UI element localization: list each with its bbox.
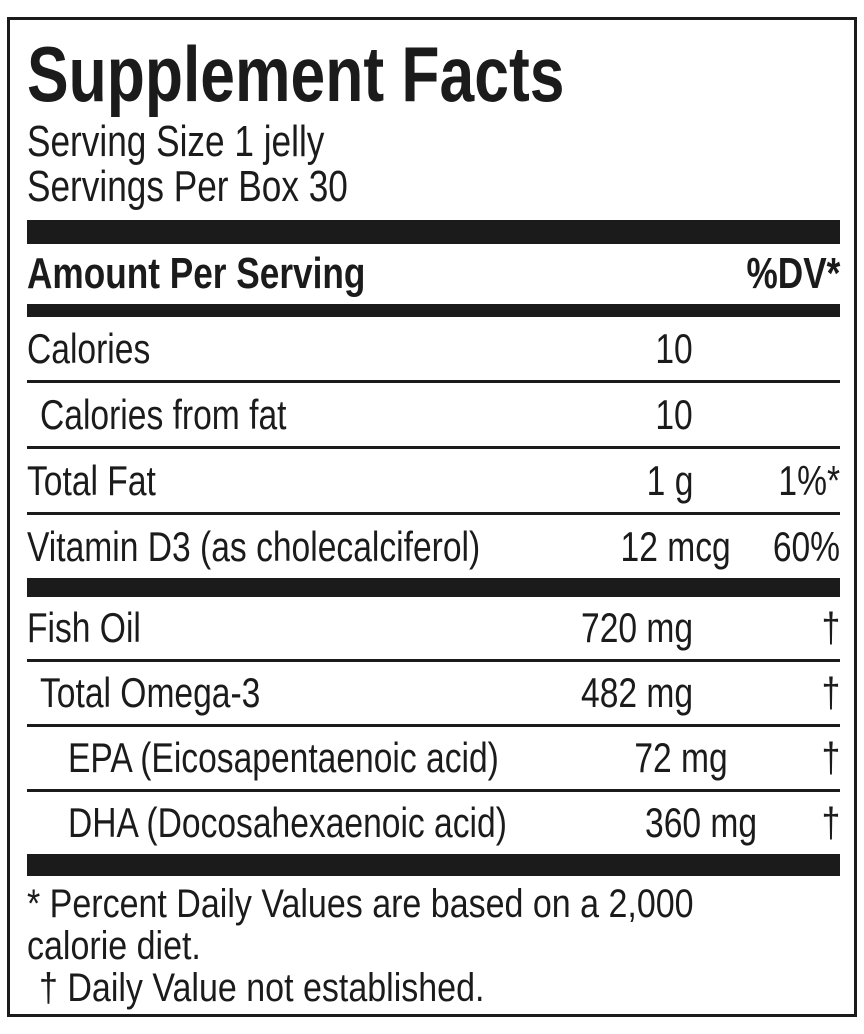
- nutrients-section-fish-oil: Fish Oil 720 mg † Total Omega-3 482 mg †…: [27, 597, 840, 854]
- thick-separator-top: [27, 220, 840, 244]
- nutrient-row-epa: EPA (Eicosapentaenoic acid) 72 mg †: [27, 727, 840, 789]
- serving-info: Serving Size 1 jelly Servings Per Box 30: [27, 119, 840, 209]
- nutrient-name: DHA (Docosahexaenoic acid): [68, 799, 507, 846]
- nutrient-dv: 1%*: [778, 456, 840, 504]
- panel-title-text: Supplement Facts: [27, 30, 565, 118]
- nutrient-name: Fish Oil: [27, 604, 141, 651]
- thick-separator-middle: [27, 578, 840, 597]
- nutrient-row-total-fat: Total Fat 1 g 1%*: [27, 449, 840, 512]
- nutrient-dv: [693, 325, 840, 373]
- servings-per-box-line: Servings Per Box 30: [27, 162, 348, 211]
- nutrient-name: EPA (Eicosapentaenoic acid): [68, 734, 499, 781]
- nutrient-row-dha: DHA (Docosahexaenoic acid) 360 mg †: [27, 792, 840, 854]
- serving-size-line: Serving Size 1 jelly: [27, 117, 325, 166]
- row-divider: [27, 724, 840, 727]
- nutrient-dv: [693, 391, 840, 439]
- nutrient-name: Total Omega-3: [40, 669, 261, 716]
- nutrient-name: Vitamin D3 (as cholecalciferol): [27, 522, 481, 570]
- nutrient-amount: 10: [655, 390, 693, 438]
- row-divider: [27, 789, 840, 792]
- column-header-row: Amount Per Serving %DV*: [27, 244, 840, 304]
- nutrient-dv: †: [821, 734, 840, 781]
- supplement-facts-panel: Supplement Facts Serving Size 1 jelly Se…: [7, 17, 857, 1017]
- nutrient-dv: †: [821, 604, 840, 651]
- nutrient-dv: 60%: [772, 522, 840, 570]
- row-divider: [27, 512, 840, 515]
- nutrient-dv: †: [821, 799, 840, 846]
- amount-per-serving-header: Amount Per Serving: [27, 249, 366, 298]
- nutrient-name: Calories: [27, 324, 151, 372]
- thick-separator-bottom: [27, 854, 840, 876]
- footnote-percent-dv-line-1: * Percent Daily Values are based on a 2,…: [27, 882, 694, 926]
- nutrient-name: Total Fat: [27, 456, 156, 504]
- nutrient-amount: 482 mg: [580, 669, 693, 716]
- footnotes: * Percent Daily Values are based on a 2,…: [27, 883, 840, 1009]
- footnote-percent-dv-line-2: calorie diet.: [27, 924, 201, 968]
- panel-title: Supplement Facts: [27, 34, 840, 114]
- footnote-daily-value-not-established: † Daily Value not established.: [39, 966, 485, 1010]
- nutrient-amount: 360 mg: [644, 799, 757, 846]
- row-divider: [27, 659, 840, 662]
- nutrient-amount: 10: [655, 324, 693, 372]
- row-divider: [27, 446, 840, 449]
- nutrient-row-calories: Calories 10: [27, 317, 840, 380]
- nutrient-row-calories-from-fat: Calories from fat 10: [27, 383, 840, 446]
- medium-separator-under-header: [27, 304, 840, 317]
- row-divider: [27, 380, 840, 383]
- nutrient-amount: 720 mg: [580, 604, 693, 651]
- nutrient-name: Calories from fat: [40, 390, 287, 438]
- nutrients-section-main: Calories 10 Calories from fat 10 Total F…: [27, 317, 840, 578]
- percent-dv-header: %DV*: [746, 249, 840, 298]
- nutrient-row-fish-oil: Fish Oil 720 mg †: [27, 597, 840, 659]
- nutrient-amount: 12 mcg: [621, 522, 732, 570]
- nutrient-dv: †: [821, 669, 840, 716]
- nutrient-amount: 1 g: [646, 456, 693, 504]
- nutrient-row-total-omega-3: Total Omega-3 482 mg †: [27, 662, 840, 724]
- nutrient-amount: 72 mg: [634, 734, 729, 781]
- nutrient-row-vitamin-d3: Vitamin D3 (as cholecalciferol) 12 mcg 6…: [27, 515, 840, 578]
